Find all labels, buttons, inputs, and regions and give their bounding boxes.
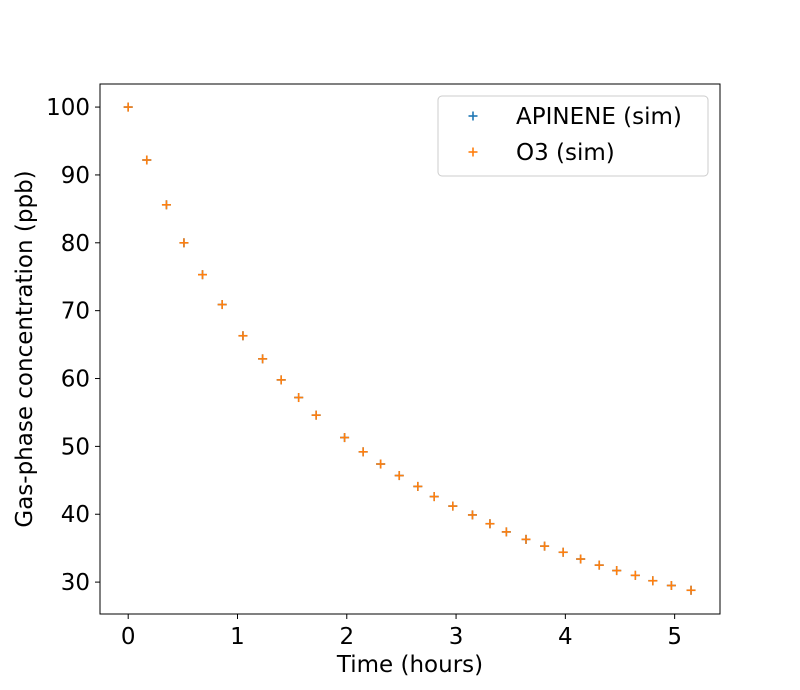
data-point xyxy=(666,580,676,590)
y-tick-label: 50 xyxy=(61,434,90,460)
data-point xyxy=(501,527,511,537)
y-tick-label: 70 xyxy=(61,299,90,325)
legend-marker-glyph xyxy=(468,111,478,121)
chart-marks xyxy=(123,102,696,595)
y-tick-label: 80 xyxy=(61,231,90,257)
y-axis-label: Gas-phase concentration (ppb) xyxy=(12,170,38,527)
data-point xyxy=(413,481,423,491)
series-1 xyxy=(123,102,696,595)
data-point xyxy=(686,585,696,595)
data-point xyxy=(179,238,189,248)
axis-ticks: 0 1 2 3 4 5 30 40 50 60 70 80 90 100 xyxy=(46,95,682,650)
data-point xyxy=(198,270,208,280)
data-point xyxy=(276,375,286,385)
data-point xyxy=(521,534,531,544)
legend-label-o3: O3 (sim) xyxy=(516,140,615,166)
data-point xyxy=(340,433,350,443)
data-point xyxy=(467,510,477,520)
data-point xyxy=(217,300,227,310)
plot-frame xyxy=(99,83,721,615)
data-point xyxy=(429,492,439,502)
data-point xyxy=(485,519,495,529)
x-tick-label: 4 xyxy=(558,624,573,650)
legend-marker-glyph xyxy=(468,147,478,157)
data-point xyxy=(394,471,404,481)
y-tick-label: 30 xyxy=(61,570,90,596)
y-tick-label: 100 xyxy=(46,95,90,121)
data-point xyxy=(540,541,550,551)
x-tick-label: 5 xyxy=(667,624,682,650)
data-point xyxy=(161,200,171,210)
data-point xyxy=(294,393,304,403)
x-axis-label: Time (hours) xyxy=(336,652,483,678)
data-point xyxy=(648,576,658,586)
legend-box xyxy=(437,95,709,177)
y-tick-label: 90 xyxy=(61,163,90,189)
y-tick-label: 40 xyxy=(61,502,90,528)
data-point xyxy=(311,410,321,420)
legend-marker-apinene xyxy=(468,111,478,121)
data-point xyxy=(594,560,604,570)
data-point xyxy=(358,447,368,457)
data-point xyxy=(576,554,586,564)
x-tick-label: 3 xyxy=(449,624,464,650)
data-point xyxy=(558,547,568,557)
legend: APINENE (sim) O3 (sim) xyxy=(437,95,709,177)
data-point xyxy=(142,155,152,165)
data-point xyxy=(630,570,640,580)
y-tick-label: 60 xyxy=(61,367,90,393)
data-point xyxy=(258,354,268,364)
data-point xyxy=(123,102,133,112)
data-point xyxy=(376,459,386,469)
x-tick-label: 2 xyxy=(339,624,354,650)
data-point xyxy=(238,331,248,341)
data-point xyxy=(448,501,458,511)
data-point xyxy=(612,566,622,576)
x-tick-label: 0 xyxy=(121,624,136,650)
x-tick-label: 1 xyxy=(230,624,245,650)
legend-label-apinene: APINENE (sim) xyxy=(516,104,682,130)
legend-marker-o3 xyxy=(468,147,478,157)
